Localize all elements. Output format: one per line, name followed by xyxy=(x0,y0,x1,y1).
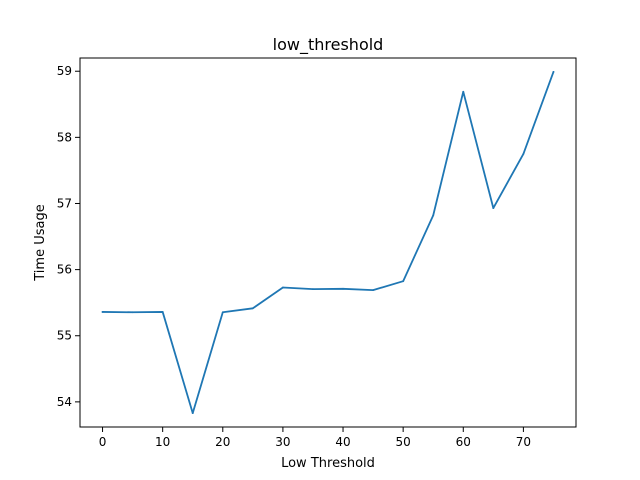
data-point xyxy=(251,307,254,310)
y-tick-label: 59 xyxy=(57,64,72,78)
data-point xyxy=(552,70,555,73)
x-axis-label: Low Threshold xyxy=(281,456,375,471)
data-point xyxy=(522,152,525,155)
x-tick-label: 70 xyxy=(516,435,531,449)
y-axis: 54 55 56 57 58 59 xyxy=(57,64,80,409)
data-point xyxy=(161,311,164,313)
data-point xyxy=(462,90,465,93)
y-tick-label: 54 xyxy=(57,395,72,409)
data-point xyxy=(191,412,194,415)
data-point xyxy=(282,286,284,289)
data-point xyxy=(131,311,134,314)
data-point xyxy=(312,288,314,291)
y-axis-label: Time Usage xyxy=(33,204,48,281)
y-tick-label: 55 xyxy=(57,329,72,343)
series-layer xyxy=(101,70,555,415)
data-point xyxy=(101,311,104,313)
x-axis: 0 10 20 30 40 50 60 70 xyxy=(99,427,531,449)
x-tick-label: 10 xyxy=(155,435,170,449)
x-tick-label: 50 xyxy=(396,435,411,449)
x-tick-label: 30 xyxy=(275,435,290,449)
data-point xyxy=(372,289,374,292)
plot-area: 0 10 20 30 40 50 60 70 54 55 56 57 58 59 xyxy=(57,57,577,449)
data-point xyxy=(432,214,435,217)
axes-frame xyxy=(79,57,577,428)
x-tick-label: 40 xyxy=(335,435,350,449)
y-tick-label: 58 xyxy=(57,130,72,144)
x-tick-label: 20 xyxy=(215,435,230,449)
data-point xyxy=(492,207,495,210)
series-line xyxy=(101,70,555,415)
y-tick-label: 57 xyxy=(57,196,72,210)
data-point xyxy=(221,311,224,314)
data-point xyxy=(402,280,405,283)
x-tick-label: 0 xyxy=(99,435,107,449)
chart-title: low_threshold xyxy=(273,35,384,55)
x-tick-label: 60 xyxy=(456,435,471,449)
y-tick-label: 56 xyxy=(57,263,72,277)
data-point xyxy=(342,287,344,290)
